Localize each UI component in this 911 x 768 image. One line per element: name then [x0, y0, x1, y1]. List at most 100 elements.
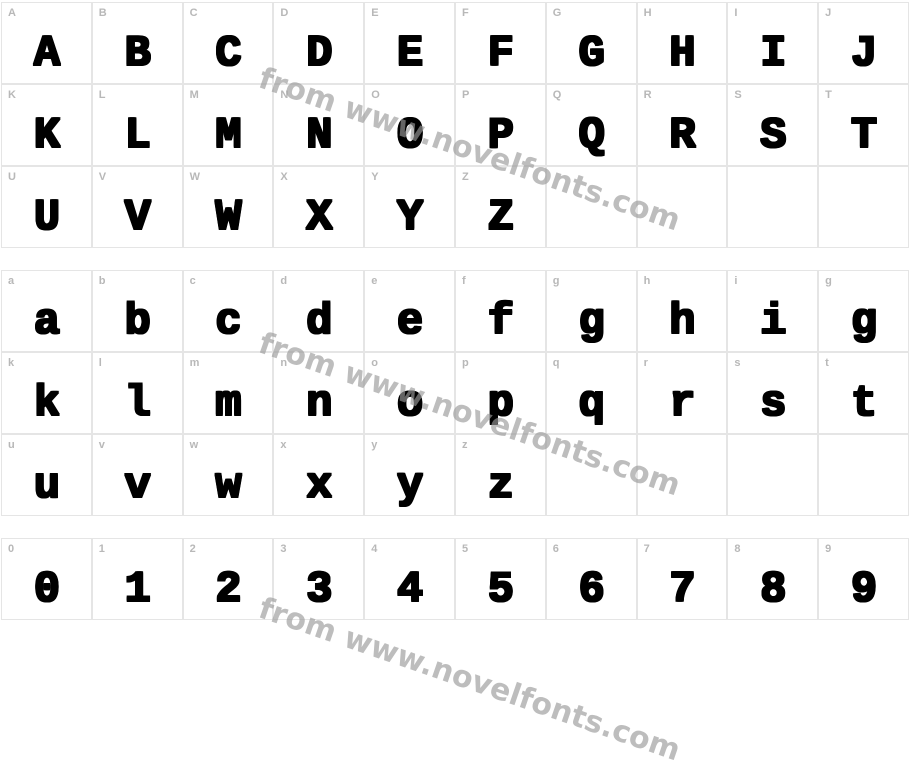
glyph-cell: WW — [183, 166, 274, 248]
cell-key-label: f — [462, 275, 466, 287]
cell-key-label: 0 — [8, 543, 14, 555]
cell-key-label: y — [371, 439, 377, 451]
cell-glyph: d — [274, 297, 363, 347]
cell-glyph: y — [365, 461, 454, 511]
cell-glyph: U — [2, 193, 91, 243]
glyph-cell-empty — [546, 166, 637, 248]
digits-grid: 00112233445566778899 — [1, 538, 909, 620]
cell-glyph: N — [274, 111, 363, 161]
cell-key-label: 2 — [190, 543, 196, 555]
glyph-cell: xx — [273, 434, 364, 516]
cell-key-label: H — [644, 7, 652, 19]
cell-glyph: F — [456, 29, 545, 79]
cell-glyph: L — [93, 111, 182, 161]
glyph-cell: II — [727, 2, 818, 84]
cell-glyph: l — [93, 379, 182, 429]
glyph-cell: qq — [546, 352, 637, 434]
cell-glyph: h — [638, 297, 727, 347]
cell-glyph: x — [274, 461, 363, 511]
glyph-cell: LL — [92, 84, 183, 166]
glyph-cell: hh — [637, 270, 728, 352]
cell-key-label: 4 — [371, 543, 377, 555]
cell-glyph: g — [819, 297, 908, 347]
cell-glyph: G — [547, 29, 636, 79]
glyph-cell: 11 — [92, 538, 183, 620]
glyph-cell: uu — [1, 434, 92, 516]
cell-glyph: 6 — [547, 565, 636, 615]
glyph-cell: TT — [818, 84, 909, 166]
glyph-cell: ss — [727, 352, 818, 434]
cell-key-label: z — [462, 439, 468, 451]
glyph-cell: 33 — [273, 538, 364, 620]
cell-key-label: p — [462, 357, 469, 369]
cell-glyph: c — [184, 297, 273, 347]
cell-glyph: X — [274, 193, 363, 243]
cell-key-label: d — [280, 275, 287, 287]
cell-key-label: 9 — [825, 543, 831, 555]
cell-glyph: 1 — [93, 565, 182, 615]
cell-key-label: Z — [462, 171, 469, 183]
cell-key-label: 8 — [734, 543, 740, 555]
cell-key-label: k — [8, 357, 14, 369]
cell-glyph: Y — [365, 193, 454, 243]
cell-key-label: U — [8, 171, 16, 183]
glyph-cell: NN — [273, 84, 364, 166]
cell-key-label: i — [734, 275, 737, 287]
cell-key-label: t — [825, 357, 829, 369]
cell-key-label: T — [825, 89, 832, 101]
cell-glyph: g — [547, 297, 636, 347]
glyph-cell: 99 — [818, 538, 909, 620]
cell-glyph: 8 — [728, 565, 817, 615]
glyph-cell-empty — [727, 166, 818, 248]
cell-glyph: V — [93, 193, 182, 243]
cell-glyph: k — [2, 379, 91, 429]
cell-glyph: M — [184, 111, 273, 161]
cell-key-label: e — [371, 275, 377, 287]
glyph-cell: ff — [455, 270, 546, 352]
glyph-cell: 77 — [637, 538, 728, 620]
cell-glyph: D — [274, 29, 363, 79]
cell-key-label: B — [99, 7, 107, 19]
cell-key-label: L — [99, 89, 106, 101]
cell-glyph: P — [456, 111, 545, 161]
cell-glyph: C — [184, 29, 273, 79]
cell-key-label: r — [644, 357, 648, 369]
glyph-cell: VV — [92, 166, 183, 248]
glyph-cell: ee — [364, 270, 455, 352]
cell-key-label: K — [8, 89, 16, 101]
cell-key-label: O — [371, 89, 380, 101]
cell-glyph: w — [184, 461, 273, 511]
cell-key-label: s — [734, 357, 740, 369]
cell-glyph: a — [2, 297, 91, 347]
glyph-cell-empty — [637, 434, 728, 516]
cell-key-label: S — [734, 89, 741, 101]
cell-glyph: v — [93, 461, 182, 511]
glyph-cell: YY — [364, 166, 455, 248]
cell-key-label: 6 — [553, 543, 559, 555]
cell-key-label: 3 — [280, 543, 286, 555]
cell-glyph: 0 — [2, 565, 91, 615]
cell-key-label: D — [280, 7, 288, 19]
glyph-cell: UU — [1, 166, 92, 248]
glyph-cell: yy — [364, 434, 455, 516]
glyph-cell: QQ — [546, 84, 637, 166]
cell-glyph: A — [2, 29, 91, 79]
glyph-cell: HH — [637, 2, 728, 84]
cell-key-label: q — [553, 357, 560, 369]
glyph-cell: ll — [92, 352, 183, 434]
cell-glyph: H — [638, 29, 727, 79]
cell-glyph: o — [365, 379, 454, 429]
cell-key-label: C — [190, 7, 198, 19]
glyph-cell: gg — [818, 270, 909, 352]
cell-key-label: X — [280, 171, 287, 183]
glyph-cell: KK — [1, 84, 92, 166]
cell-glyph: K — [2, 111, 91, 161]
glyph-cell: oo — [364, 352, 455, 434]
cell-glyph: q — [547, 379, 636, 429]
cell-glyph: b — [93, 297, 182, 347]
glyph-cell-empty — [637, 166, 728, 248]
glyph-cell: ww — [183, 434, 274, 516]
cell-key-label: I — [734, 7, 737, 19]
glyph-cell: GG — [546, 2, 637, 84]
glyph-cell-empty — [818, 166, 909, 248]
